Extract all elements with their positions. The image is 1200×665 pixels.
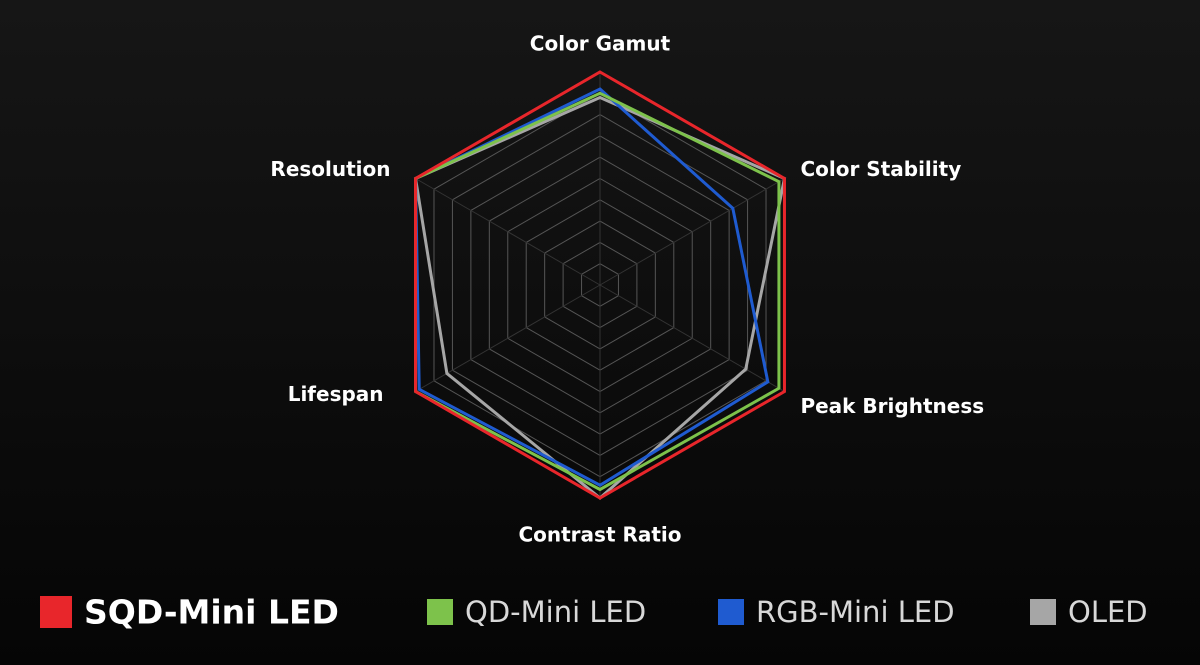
legend-swatch — [1030, 599, 1056, 625]
legend-label: QD-Mini LED — [465, 595, 646, 629]
legend-label: RGB-Mini LED — [756, 595, 955, 629]
axis-label: Lifespan — [288, 382, 384, 406]
axis-label: Resolution — [270, 157, 390, 181]
axis-label: Peak Brightness — [800, 394, 984, 418]
axis-label: Contrast Ratio — [518, 523, 681, 547]
axis-label: Color Gamut — [530, 32, 671, 56]
series-outline — [414, 70, 786, 500]
legend-swatch — [427, 599, 453, 625]
legend-swatch — [718, 599, 744, 625]
legend-swatch — [40, 596, 72, 628]
legend-label: OLED — [1068, 595, 1148, 629]
axis-label: Color Stability — [800, 157, 961, 181]
spoke — [599, 178, 785, 286]
spoke — [415, 178, 601, 286]
legend-label: SQD-Mini LED — [84, 593, 339, 632]
spoke — [599, 284, 785, 392]
